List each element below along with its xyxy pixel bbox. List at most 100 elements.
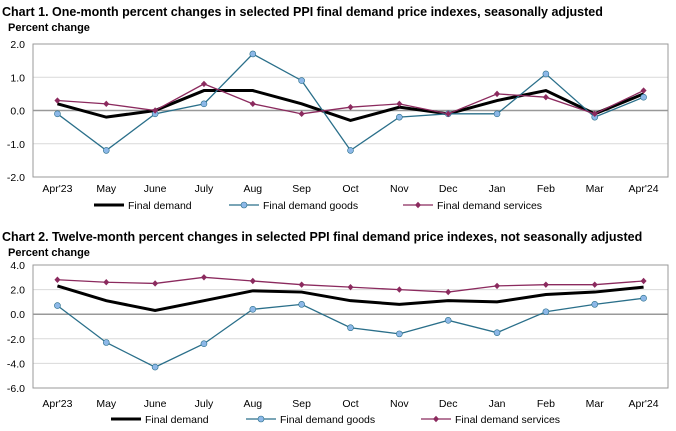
data-point-services xyxy=(152,280,159,287)
y-axis-label: Percent change xyxy=(8,22,90,34)
data-point-services xyxy=(298,110,305,118)
y-tick-label: 0.0 xyxy=(10,309,25,321)
x-tick-label: Dec xyxy=(439,183,458,195)
x-tick-label: Oct xyxy=(342,398,358,410)
x-tick-label: June xyxy=(144,398,167,410)
y-tick-label: -2.0 xyxy=(7,334,25,346)
data-point-services xyxy=(152,107,159,114)
data-point-services xyxy=(445,110,452,118)
y-tick-label: -4.0 xyxy=(7,358,25,370)
data-point-goods xyxy=(347,324,354,332)
data-point-services xyxy=(200,274,207,281)
data-point-goods xyxy=(54,302,61,309)
y-tick-label: -2.0 xyxy=(7,172,25,184)
x-tick-label: Jan xyxy=(489,183,506,195)
legend-label: Final demand services xyxy=(455,414,560,426)
data-point-services xyxy=(494,90,501,98)
data-point-services xyxy=(542,94,549,101)
data-point-services xyxy=(347,283,354,291)
x-tick-label: Sep xyxy=(292,398,311,410)
data-point-services xyxy=(640,87,647,94)
data-point-services xyxy=(396,286,403,293)
legend-label: Final demand services xyxy=(437,200,542,212)
data-point-goods xyxy=(249,50,257,58)
x-tick-label: Mar xyxy=(586,398,605,410)
data-point-goods xyxy=(591,301,599,308)
x-tick-label: Apr'23 xyxy=(42,183,72,195)
data-point-goods xyxy=(542,308,550,316)
legend-marker xyxy=(240,201,248,209)
data-point-services xyxy=(591,281,598,288)
data-point-services xyxy=(591,110,598,118)
x-tick-label: July xyxy=(195,183,214,195)
data-point-services xyxy=(103,100,110,108)
x-tick-label: Aug xyxy=(243,183,262,195)
legend-marker xyxy=(433,415,439,423)
x-tick-label: Dec xyxy=(439,398,458,410)
x-tick-label: Feb xyxy=(537,183,555,195)
data-point-services xyxy=(249,100,256,108)
y-axis-label: Percent change xyxy=(8,247,90,259)
data-point-goods xyxy=(396,330,403,338)
data-point-goods xyxy=(396,113,403,121)
x-tick-label: Nov xyxy=(390,398,409,410)
y-tick-label: 4.0 xyxy=(10,260,25,272)
data-point-goods xyxy=(102,147,110,154)
x-tick-label: Sep xyxy=(292,183,311,195)
data-point-goods xyxy=(54,110,61,118)
x-tick-label: Oct xyxy=(342,183,358,195)
legend-label: Final demand goods xyxy=(263,200,358,212)
plot-area xyxy=(32,264,669,389)
data-point-services xyxy=(54,276,61,283)
y-tick-label: -1.0 xyxy=(7,139,25,151)
data-point-services xyxy=(347,103,354,111)
data-point-goods xyxy=(444,317,452,324)
legend-label: Final demand xyxy=(145,414,209,426)
y-tick-label: 2.0 xyxy=(10,285,25,297)
data-point-services xyxy=(542,281,549,288)
data-point-services xyxy=(494,282,501,290)
data-point-services xyxy=(640,277,647,285)
data-point-goods xyxy=(102,339,110,346)
data-point-goods xyxy=(640,294,647,302)
x-tick-label: May xyxy=(96,398,117,410)
x-tick-label: Apr'24 xyxy=(629,398,659,410)
x-tick-label: Feb xyxy=(537,398,555,410)
data-point-services xyxy=(298,281,305,288)
x-tick-label: Mar xyxy=(586,183,605,195)
data-point-services xyxy=(54,97,61,104)
data-point-goods xyxy=(200,100,208,108)
x-tick-label: Jan xyxy=(489,398,506,410)
chart-1: Chart 1. One-month percent changes in se… xyxy=(2,5,669,212)
legend-label: Final demand goods xyxy=(280,414,375,426)
x-tick-label: Apr'24 xyxy=(629,183,659,195)
y-tick-label: 0.0 xyxy=(10,106,25,118)
y-tick-label: 2.0 xyxy=(10,39,25,51)
y-tick-label: 1.0 xyxy=(10,72,25,84)
data-point-goods xyxy=(493,329,501,336)
series-line-final-demand xyxy=(56,284,644,313)
x-tick-label: Apr'23 xyxy=(42,398,72,410)
plot-area xyxy=(32,43,669,178)
x-tick-label: June xyxy=(144,183,167,195)
legend-marker xyxy=(257,415,265,423)
x-tick-label: July xyxy=(195,398,214,410)
data-point-goods xyxy=(347,147,354,154)
data-point-goods xyxy=(298,301,305,308)
x-tick-label: Aug xyxy=(243,398,262,410)
chart-title: Chart 2. Twelve-month percent changes in… xyxy=(2,230,642,244)
data-point-services xyxy=(103,279,110,286)
data-point-goods xyxy=(493,110,501,118)
chart-title: Chart 1. One-month percent changes in se… xyxy=(2,5,603,19)
data-point-goods xyxy=(151,363,159,371)
data-point-services xyxy=(396,100,403,108)
legend-marker xyxy=(415,201,421,209)
x-tick-label: May xyxy=(96,183,117,195)
data-point-goods xyxy=(298,77,305,84)
data-point-goods xyxy=(542,70,550,78)
data-point-goods xyxy=(640,93,647,101)
chart-2: Chart 2. Twelve-month percent changes in… xyxy=(2,230,669,426)
data-point-services xyxy=(200,80,207,88)
data-point-goods xyxy=(200,340,208,348)
